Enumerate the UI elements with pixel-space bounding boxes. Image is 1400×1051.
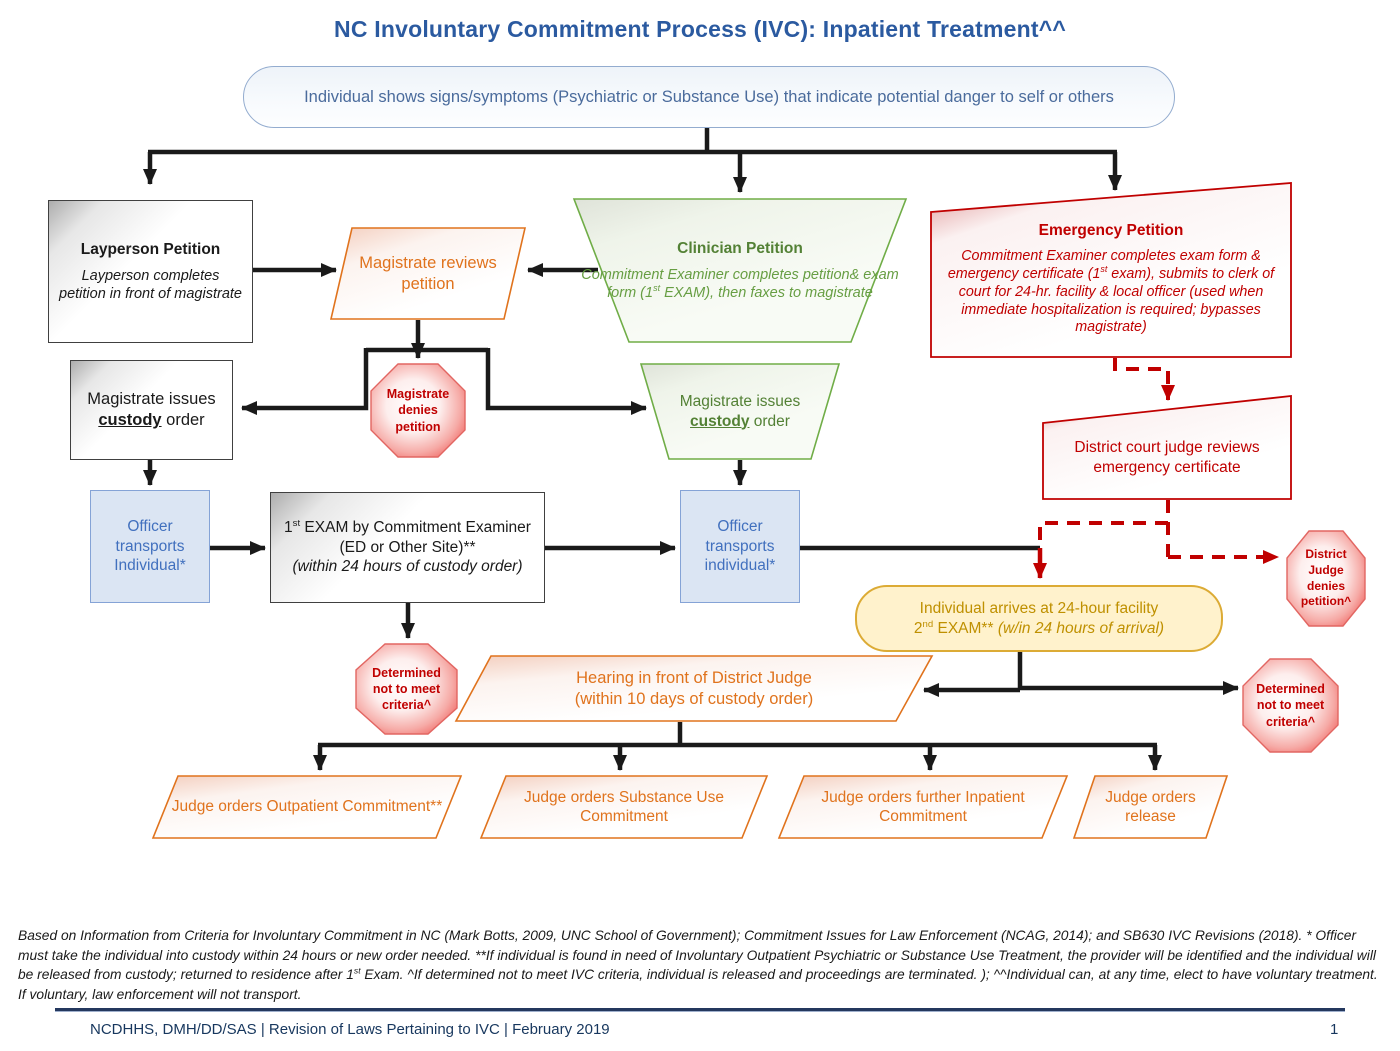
- district-judge-denies-stop: District Judge denies petition^: [1286, 530, 1366, 627]
- outcome-release-node: Judge orders release: [1072, 775, 1229, 839]
- parallelogram-shape: [454, 655, 934, 722]
- magistrate-issues-custody-node: Magistrate issues custody order: [70, 360, 233, 460]
- judge-denies-label: District Judge denies petition^: [1300, 547, 1352, 609]
- not-meet-criteria-stop-right: Determined not to meet criteria^: [1242, 658, 1339, 753]
- outcome-inpatient-node: Judge orders further Inpatient Commitmen…: [777, 775, 1069, 839]
- exam1-line1: 1st EXAM by Commitment Examiner (ED or O…: [284, 518, 531, 556]
- arrives-line1: Individual arrives at 24-hour facility: [919, 600, 1159, 618]
- hearing-district-judge-node: Hearing in front of District Judge (with…: [454, 655, 934, 722]
- arrives-24hr-facility-node: Individual arrives at 24-hour facility 2…: [855, 585, 1223, 652]
- not-meet-right-label: Determined not to meet criteria^: [1256, 682, 1325, 729]
- hearing-line2: (within 10 days of custody order): [574, 689, 814, 708]
- emergency-petition-node: Emergency Petition Commitment Examiner c…: [930, 182, 1292, 358]
- officer-transports-node-2: Officer transports individual*: [680, 490, 800, 603]
- clinician-body: Commitment Examiner completes petition& …: [581, 267, 899, 302]
- layperson-body: Layperson completes petition in front of…: [59, 268, 242, 303]
- parallelogram-shape: [777, 775, 1069, 839]
- magistrate-issues-label: Magistrate issues custody order: [87, 390, 216, 429]
- district-reviews-label: District court judge reviews emergency c…: [1074, 439, 1260, 476]
- magistrate-issues-custody-trapezoid: Magistrate issues custody order: [639, 363, 841, 460]
- exam1-line2: (within 24 hours of custody order): [292, 558, 523, 576]
- magistrate-issues-green-label: Magistrate issues custody order: [679, 393, 801, 430]
- slanted-box-shape: [930, 182, 1292, 358]
- outcome-substance-use-node: Judge orders Substance Use Commitment: [479, 775, 769, 839]
- outcome1-label: Judge orders Outpatient Commitment**: [171, 798, 443, 816]
- slanted-box-shape: [1042, 394, 1292, 500]
- outcome-outpatient-node: Judge orders Outpatient Commitment**: [151, 775, 463, 839]
- magistrate-denies-label: Magistrate denies petition: [386, 387, 450, 434]
- officer1-label: Officer transports Individual*: [114, 518, 186, 575]
- layperson-petition-node: Layperson Petition Layperson completes p…: [48, 200, 253, 343]
- start-node: Individual shows signs/symptoms (Psychia…: [243, 66, 1175, 128]
- officer-transports-node-1: Officer transports Individual*: [90, 490, 210, 603]
- district-judge-reviews-node: District court judge reviews emergency c…: [1042, 394, 1292, 500]
- octagon-shape: [370, 363, 466, 458]
- emergency-title: Emergency Petition: [1038, 221, 1184, 239]
- magistrate-denies-petition-stop: Magistrate denies petition: [370, 363, 466, 458]
- arrives-line2: 2nd EXAM** (w/in 24 hours of arrival): [913, 618, 1165, 637]
- first-exam-node: 1st EXAM by Commitment Examiner (ED or O…: [270, 492, 545, 603]
- start-label: Individual shows signs/symptoms (Psychia…: [304, 87, 1114, 106]
- octagon-shape: [1242, 658, 1339, 753]
- not-meet-left-label: Determined not to meet criteria^: [372, 665, 441, 713]
- hearing-line1: Hearing in front of District Judge: [576, 668, 812, 687]
- magistrate-reviews-petition-node: Magistrate reviews petition: [329, 227, 527, 320]
- footer-text: NCDHHS, DMH/DD/SAS | Revision of Laws Pe…: [90, 1021, 610, 1038]
- layperson-title: Layperson Petition: [80, 240, 221, 258]
- outcome4-label: Judge orders release: [1105, 788, 1196, 825]
- trapezoid-shape: [639, 363, 841, 460]
- clinician-title: Clinician Petition: [677, 239, 803, 257]
- footer-divider: [55, 1008, 1345, 1012]
- parallelogram-shape: [1072, 775, 1229, 839]
- magistrate-reviews-label: Magistrate reviews petition: [359, 253, 497, 293]
- parallelogram-shape: [479, 775, 769, 839]
- octagon-shape: [355, 643, 458, 735]
- not-meet-criteria-stop-left: Determined not to meet criteria^: [355, 643, 458, 735]
- page-number: 1: [1330, 1021, 1339, 1038]
- trapezoid-shape: [572, 198, 908, 343]
- parallelogram-shape: [151, 775, 463, 839]
- outcome2-label: Judge orders Substance Use Commitment: [524, 788, 724, 825]
- clinician-petition-node: Clinician Petition Commitment Examiner c…: [572, 198, 908, 343]
- page-title: NC Involuntary Commitment Process (IVC):…: [334, 16, 1066, 42]
- parallelogram-shape: [329, 227, 527, 320]
- footnote: Based on Information from Criteria for I…: [18, 928, 1378, 1002]
- octagon-shape: [1286, 530, 1366, 627]
- emergency-body: Commitment Examiner completes exam form …: [947, 248, 1275, 336]
- outcome3-label: Judge orders further Inpatient Commitmen…: [821, 788, 1025, 825]
- officer2-label: Officer transports individual*: [704, 518, 776, 575]
